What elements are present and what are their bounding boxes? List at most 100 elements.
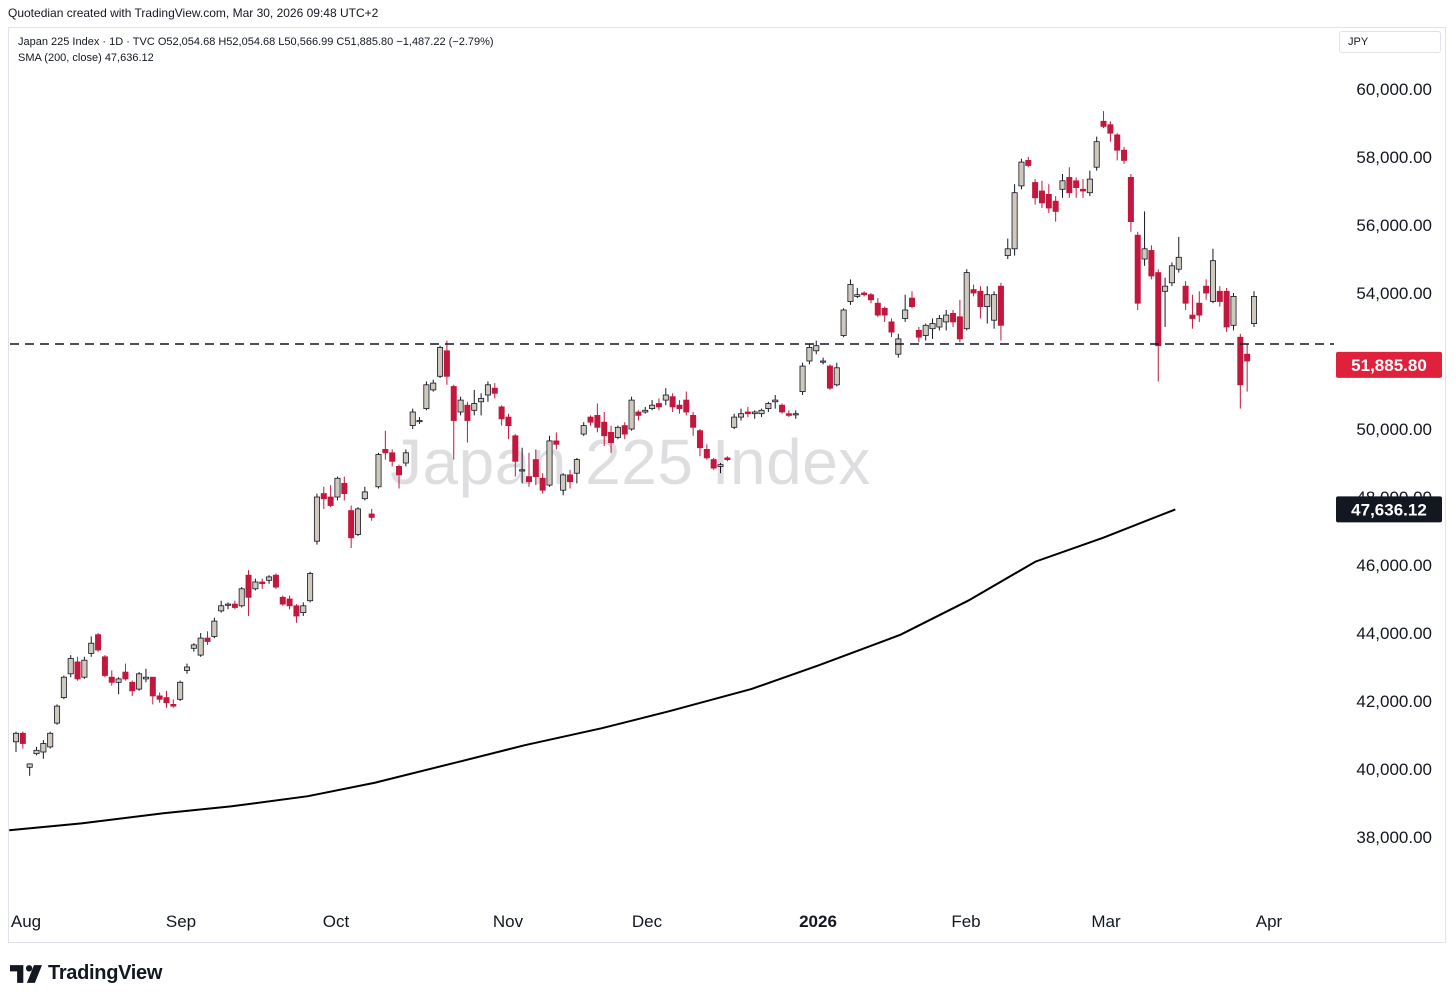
- candle[interactable]: [628, 396, 635, 431]
- candle[interactable]: [1209, 248, 1216, 304]
- candle[interactable]: [758, 408, 765, 418]
- candle[interactable]: [238, 587, 245, 608]
- candle[interactable]: [368, 508, 375, 521]
- candle[interactable]: [963, 269, 970, 331]
- candle[interactable]: [1025, 157, 1032, 168]
- candle[interactable]: [26, 763, 33, 776]
- candle[interactable]: [621, 422, 628, 440]
- candle[interactable]: [1155, 269, 1162, 382]
- candle[interactable]: [1059, 174, 1066, 198]
- candle[interactable]: [320, 486, 327, 509]
- candle[interactable]: [1127, 174, 1134, 232]
- candle[interactable]: [532, 449, 539, 486]
- candle[interactable]: [33, 746, 40, 756]
- candle[interactable]: [826, 364, 833, 390]
- candle[interactable]: [1107, 121, 1114, 142]
- candle[interactable]: [423, 381, 430, 411]
- candle[interactable]: [19, 731, 26, 749]
- candle[interactable]: [1223, 287, 1230, 333]
- candle[interactable]: [443, 340, 450, 385]
- candle[interactable]: [997, 282, 1004, 341]
- candle[interactable]: [567, 469, 574, 489]
- candle[interactable]: [779, 403, 786, 414]
- candle[interactable]: [683, 391, 690, 416]
- candle[interactable]: [580, 422, 587, 436]
- candle[interactable]: [231, 600, 238, 610]
- candle[interactable]: [799, 362, 806, 395]
- candle[interactable]: [587, 415, 594, 426]
- candle[interactable]: [717, 463, 724, 474]
- candle[interactable]: [1121, 146, 1128, 164]
- candle[interactable]: [649, 400, 656, 411]
- candle[interactable]: [279, 595, 286, 606]
- candle[interactable]: [211, 617, 218, 639]
- candle[interactable]: [553, 432, 560, 450]
- candle[interactable]: [936, 315, 943, 331]
- candle[interactable]: [1066, 167, 1073, 198]
- candle[interactable]: [498, 405, 505, 426]
- candle[interactable]: [149, 676, 156, 705]
- candle[interactable]: [833, 362, 840, 387]
- candle[interactable]: [348, 505, 355, 549]
- candle[interactable]: [1011, 184, 1018, 256]
- candle[interactable]: [594, 403, 601, 433]
- candle[interactable]: [484, 381, 491, 402]
- candle[interactable]: [1182, 281, 1189, 310]
- candle[interactable]: [519, 447, 526, 484]
- candle[interactable]: [772, 395, 779, 409]
- candle[interactable]: [177, 680, 184, 701]
- candle[interactable]: [655, 398, 662, 411]
- candle[interactable]: [170, 699, 177, 708]
- candle[interactable]: [67, 655, 74, 678]
- candle[interactable]: [525, 452, 532, 487]
- candle[interactable]: [95, 633, 102, 652]
- candle[interactable]: [12, 731, 19, 752]
- candle[interactable]: [396, 464, 403, 489]
- candle[interactable]: [1196, 291, 1203, 322]
- candle[interactable]: [1086, 170, 1093, 197]
- candle[interactable]: [984, 286, 991, 324]
- candle[interactable]: [183, 663, 190, 674]
- candle[interactable]: [1052, 196, 1059, 222]
- candle[interactable]: [614, 425, 621, 440]
- candle[interactable]: [813, 340, 820, 355]
- candle[interactable]: [108, 670, 115, 686]
- candle[interactable]: [738, 408, 745, 421]
- candle[interactable]: [1093, 136, 1100, 171]
- currency-button[interactable]: JPY: [1339, 31, 1441, 53]
- candle[interactable]: [300, 602, 307, 616]
- candle[interactable]: [354, 507, 361, 537]
- candle[interactable]: [204, 631, 211, 645]
- candle[interactable]: [854, 287, 861, 299]
- candle[interactable]: [751, 410, 758, 419]
- candle[interactable]: [1216, 286, 1223, 307]
- candle[interactable]: [382, 430, 389, 460]
- candle[interactable]: [1230, 293, 1237, 331]
- candle[interactable]: [1114, 133, 1121, 161]
- candle[interactable]: [785, 410, 792, 418]
- candle[interactable]: [491, 383, 498, 399]
- candle[interactable]: [950, 310, 957, 327]
- candle[interactable]: [806, 344, 813, 365]
- candle[interactable]: [1038, 180, 1045, 208]
- candle[interactable]: [573, 457, 580, 484]
- candle[interactable]: [361, 486, 368, 501]
- candle[interactable]: [874, 298, 881, 317]
- candle[interactable]: [1175, 236, 1182, 273]
- candle[interactable]: [991, 291, 998, 329]
- candle[interactable]: [1189, 294, 1196, 329]
- candle[interactable]: [129, 680, 136, 696]
- candle[interactable]: [136, 672, 143, 691]
- candle[interactable]: [437, 345, 444, 378]
- candle[interactable]: [847, 279, 854, 305]
- candle[interactable]: [375, 452, 382, 489]
- candle[interactable]: [74, 656, 81, 681]
- candle[interactable]: [696, 429, 703, 457]
- candle[interactable]: [327, 485, 334, 508]
- candle[interactable]: [560, 473, 567, 496]
- candle[interactable]: [471, 389, 478, 416]
- candle[interactable]: [1004, 238, 1011, 259]
- candle[interactable]: [88, 636, 95, 657]
- candle[interactable]: [156, 692, 163, 703]
- candle[interactable]: [1251, 291, 1258, 327]
